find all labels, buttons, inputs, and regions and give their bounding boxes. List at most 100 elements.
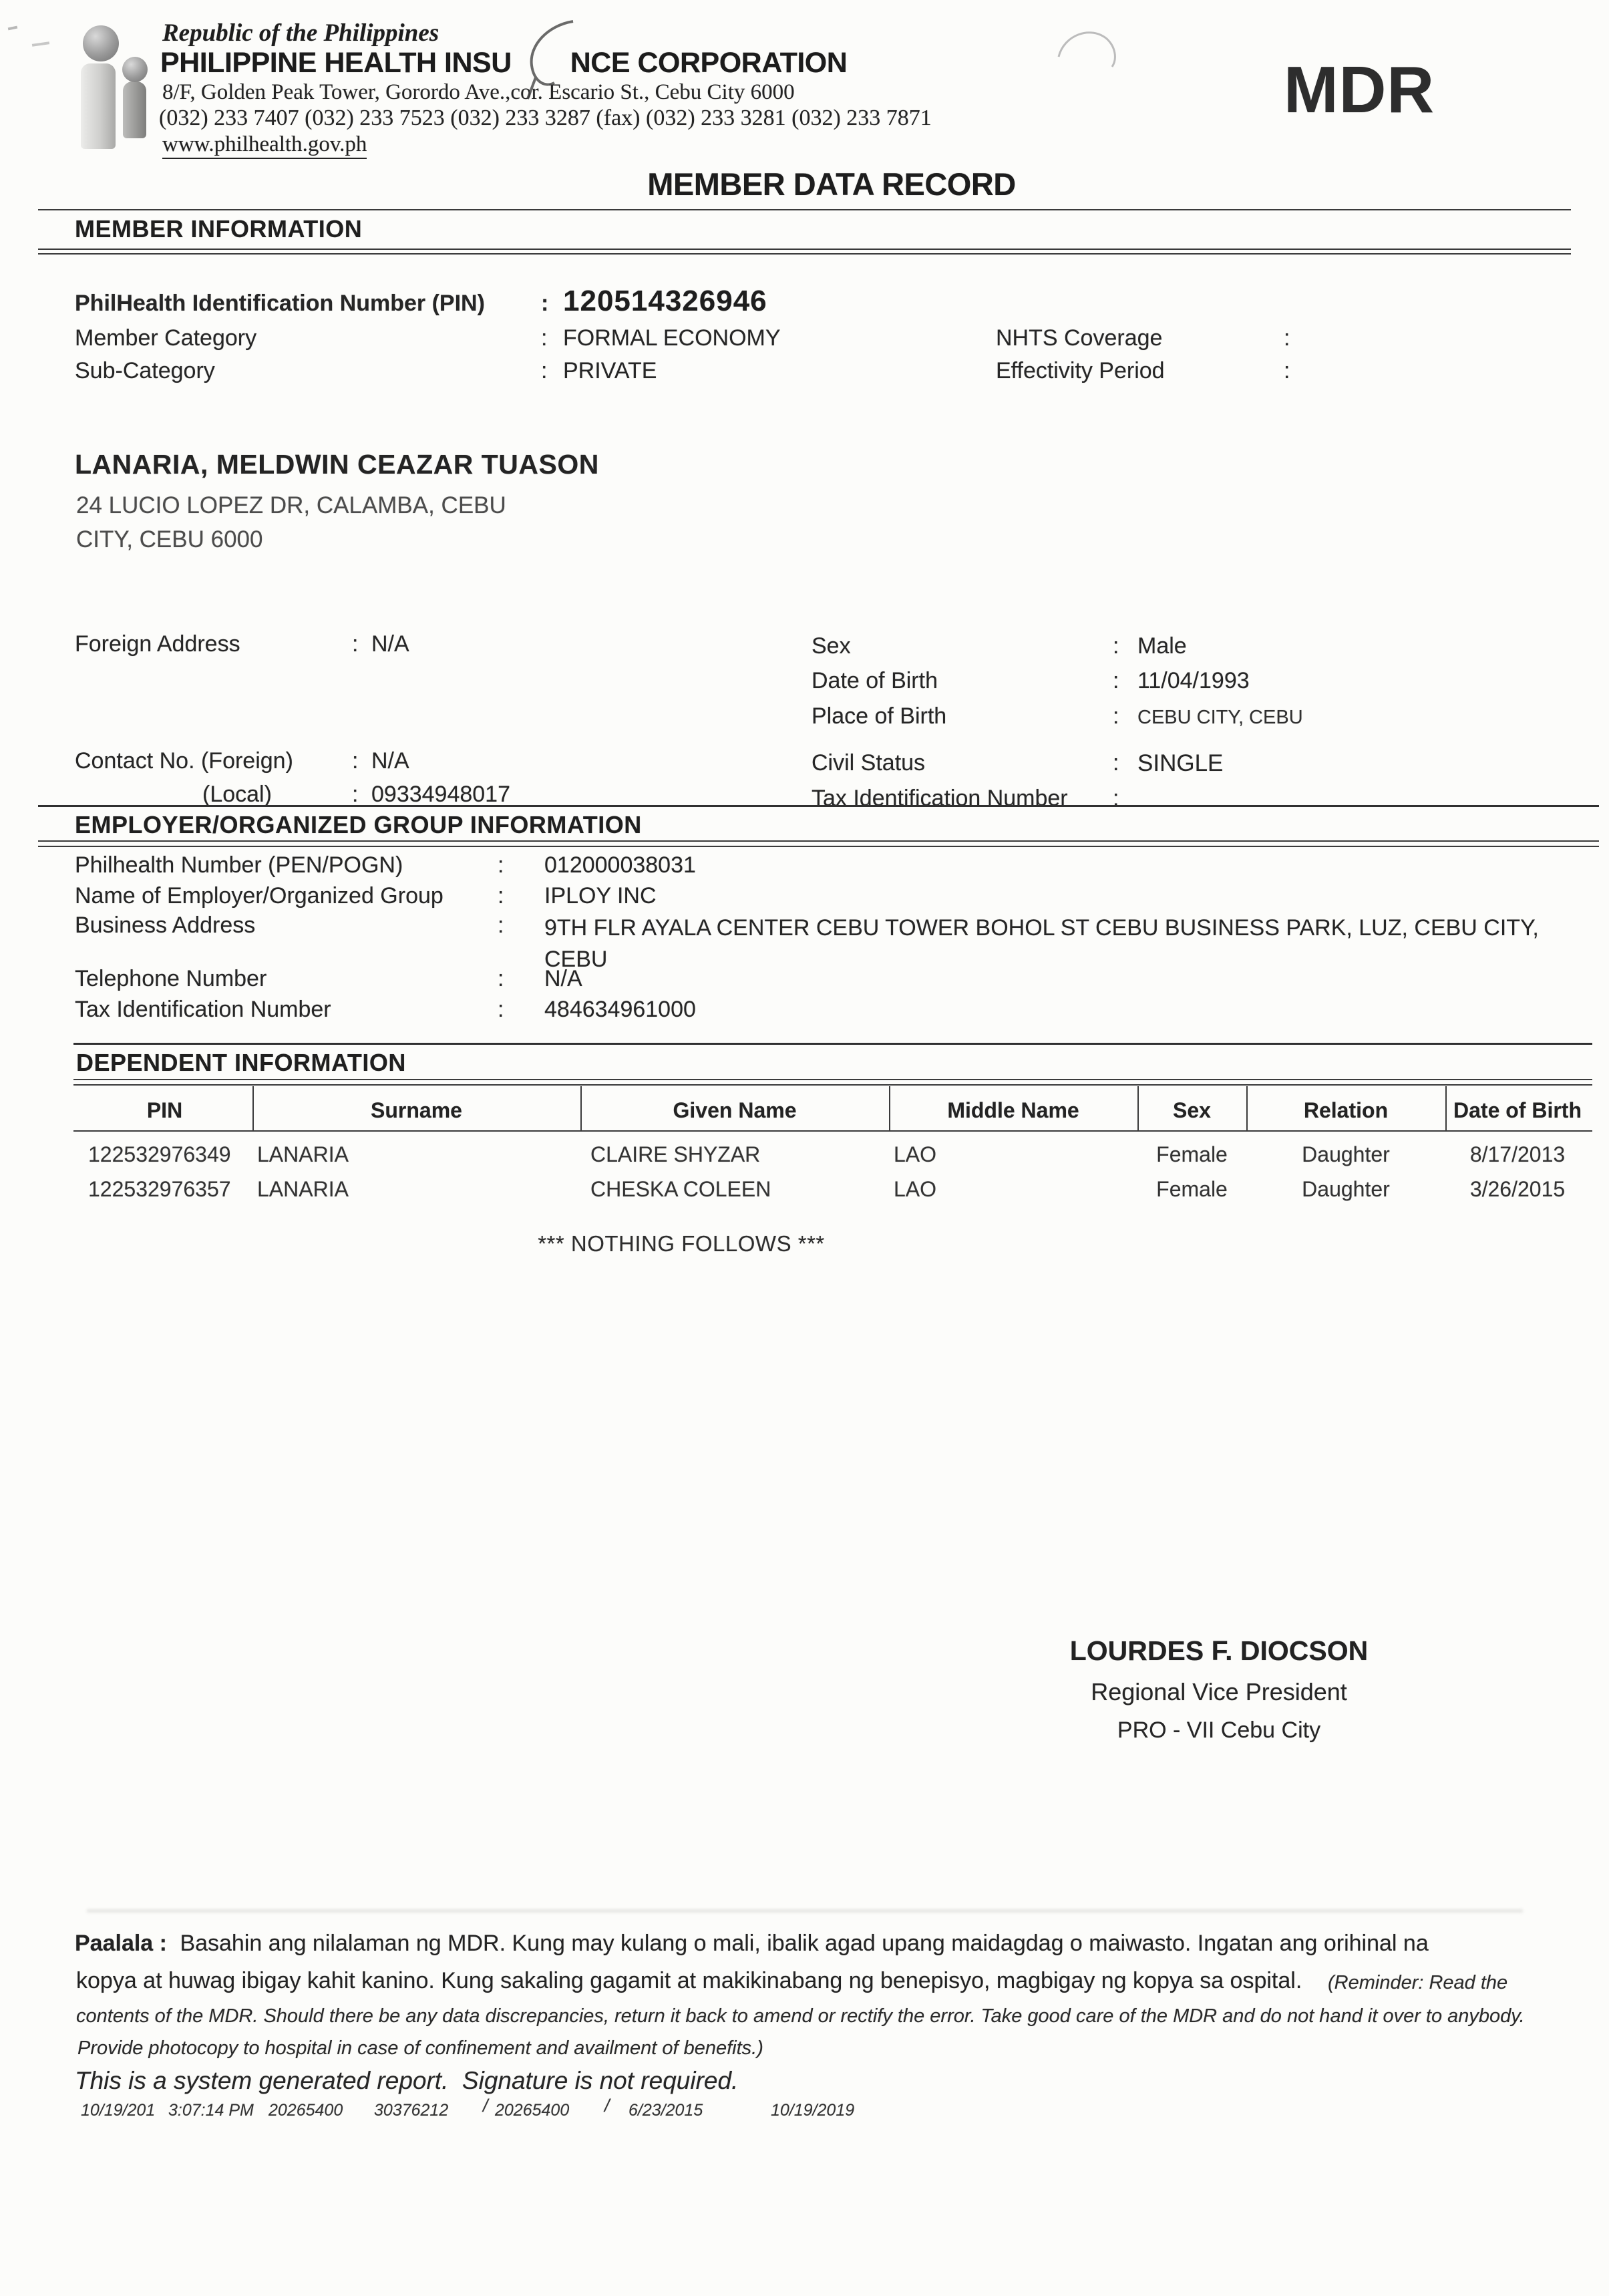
- colon: :: [1113, 750, 1119, 776]
- place-of-birth-label: Place of Birth: [812, 703, 947, 729]
- colon: :: [541, 291, 549, 316]
- col-header-given-name: Given Name: [673, 1098, 797, 1122]
- meta-number-2: 30376212: [374, 2101, 449, 2120]
- contact-local-label: (Local): [202, 782, 272, 807]
- column-divider: [1246, 1086, 1248, 1130]
- cell-given-name: CLAIRE SHYZAR: [590, 1142, 761, 1166]
- contact-foreign-value: N/A: [371, 748, 409, 774]
- reminder-line2: contents of the MDR. Should there be any…: [76, 2005, 1525, 2027]
- logo-child-body: [123, 81, 146, 138]
- col-header-date-of-birth: Date of Birth: [1453, 1098, 1582, 1122]
- col-header-sex: Sex: [1173, 1098, 1211, 1122]
- colon: :: [498, 966, 504, 991]
- column-divider: [252, 1086, 254, 1130]
- employer-tin-value: 484634961000: [544, 997, 696, 1022]
- rule: [73, 1043, 1592, 1045]
- system-generated-note: This is a system generated report. Signa…: [75, 2067, 739, 2094]
- rule: [38, 840, 1599, 842]
- logo-child-head: [122, 57, 148, 82]
- tax-id-number-label: Tax Identification Number: [812, 786, 1068, 811]
- column-divider: [1445, 1086, 1447, 1130]
- colon: :: [498, 997, 504, 1022]
- col-header-relation: Relation: [1303, 1098, 1389, 1122]
- member-name: LANARIA, MELDWIN CEAZAR TUASON: [75, 449, 599, 480]
- corporation-name: PHILIPPINE HEALTH INSU NCE CORPORATION: [160, 47, 848, 79]
- effectivity-period-label: Effectivity Period: [996, 358, 1165, 383]
- col-header-pin: PIN: [146, 1098, 183, 1122]
- scan-noise-mark: [31, 41, 50, 47]
- meta-number-1: 20265400: [269, 2101, 343, 2120]
- colon: :: [352, 748, 359, 774]
- signatory-name: LOURDES F. DIOCSON: [1069, 1635, 1369, 1666]
- dependent-table-row: 122532976357 LANARIA CHESKA COLEEN LAO F…: [77, 1177, 1590, 1206]
- field-row-employer-tin: Tax Identification Number : 484634961000: [0, 997, 1609, 1026]
- meta-date-1: 6/23/2015: [629, 2101, 703, 2120]
- nhts-coverage-label: NHTS Coverage: [996, 325, 1163, 351]
- document-title: MEMBER DATA RECORD: [647, 166, 1016, 202]
- telephone-label: Telephone Number: [75, 966, 267, 991]
- print-time: 3:07:14 PM: [168, 2101, 254, 2120]
- employer-section-title: EMPLOYER/ORGANIZED GROUP INFORMATION: [75, 811, 642, 838]
- corporation-name-part1: PHILIPPINE HEALTH INSU: [160, 47, 512, 79]
- sex-label: Sex: [812, 633, 851, 659]
- sub-category-value: PRIVATE: [563, 358, 657, 383]
- field-row-business-address: Business Address : 9TH FLR AYALA CENTER …: [0, 913, 1609, 979]
- field-row-sub-category: Sub-Category : PRIVATE Effectivity Perio…: [0, 358, 1609, 387]
- scan-noise-mark: [7, 25, 18, 31]
- sub-category-label: Sub-Category: [75, 358, 215, 383]
- colon: :: [1113, 633, 1119, 659]
- paalala-line1: Paalala : Basahin ang nilalaman ng MDR. …: [75, 1931, 1429, 1957]
- cell-middle-name: LAO: [894, 1177, 937, 1201]
- colon: :: [1113, 703, 1119, 729]
- colon: :: [498, 913, 504, 938]
- employer-tin-label: Tax Identification Number: [75, 997, 331, 1022]
- column-divider: [1137, 1086, 1139, 1130]
- pen-value: 012000038031: [544, 852, 696, 878]
- paalala-line2: kopya at huwag ibigay kahit kanino. Kung…: [76, 1968, 1302, 1993]
- date-of-birth-label: Date of Birth: [812, 668, 938, 693]
- meta-number-3: 20265400: [495, 2101, 570, 2120]
- field-row-pen: Philhealth Number (PEN/POGN) : 012000038…: [0, 852, 1609, 882]
- logo-adult-body: [81, 63, 116, 149]
- colon: :: [541, 325, 548, 351]
- pin-value: 120514326946: [563, 285, 767, 317]
- employer-name-value: IPLOY INC: [544, 883, 657, 909]
- cell-sex: Female: [1156, 1177, 1228, 1201]
- foreign-address-label: Foreign Address: [75, 631, 240, 657]
- logo-adult-head: [83, 25, 119, 61]
- col-header-surname: Surname: [371, 1098, 462, 1122]
- cell-pin: 122532976349: [88, 1142, 231, 1166]
- column-divider: [580, 1086, 582, 1130]
- signatory-office: PRO - VII Cebu City: [1117, 1717, 1321, 1743]
- civil-status-value: SINGLE: [1137, 750, 1224, 776]
- civil-status-label: Civil Status: [812, 750, 926, 776]
- nothing-follows-note: *** NOTHING FOLLOWS ***: [538, 1231, 825, 1256]
- employer-name-label: Name of Employer/Organized Group: [75, 883, 443, 909]
- business-address-value: 9TH FLR AYALA CENTER CEBU TOWER BOHOL ST…: [544, 915, 1539, 972]
- date-of-birth-value: 11/04/1993: [1137, 668, 1250, 693]
- colon: :: [352, 782, 359, 807]
- colon: :: [1284, 358, 1290, 383]
- field-row-place-of-birth: Place of Birth : CEBU CITY, CEBU: [0, 703, 1609, 733]
- dependent-table-row: 122532976349 LANARIA CLAIRE SHYZAR LAO F…: [77, 1142, 1590, 1172]
- corporation-name-part2: NCE CORPORATION: [570, 47, 848, 79]
- cell-date-of-birth: 8/17/2013: [1469, 1142, 1566, 1166]
- pen-label: Philhealth Number (PEN/POGN): [75, 852, 403, 878]
- colon: :: [1113, 786, 1119, 811]
- cell-pin: 122532976357: [88, 1177, 231, 1201]
- meta-date-2: 10/19/2019: [771, 2101, 855, 2120]
- corporation-website-link[interactable]: www.philhealth.gov.ph: [162, 132, 367, 159]
- column-divider: [889, 1086, 890, 1130]
- dependent-section-title: DEPENDENT INFORMATION: [76, 1049, 406, 1076]
- colon: :: [1113, 668, 1119, 693]
- republic-line: Republic of the Philippines: [162, 19, 439, 47]
- rule: [73, 1130, 1592, 1132]
- member-address-line1: 24 LUCIO LOPEZ DR, CALAMBA, CEBU: [76, 492, 506, 518]
- member-address-line2: CITY, CEBU 6000: [76, 526, 263, 552]
- cell-relation: Daughter: [1302, 1142, 1390, 1166]
- colon: :: [498, 852, 504, 878]
- field-row-telephone: Telephone Number : N/A: [0, 966, 1609, 995]
- cell-given-name: CHESKA COLEEN: [590, 1177, 771, 1201]
- sex-value: Male: [1137, 633, 1187, 659]
